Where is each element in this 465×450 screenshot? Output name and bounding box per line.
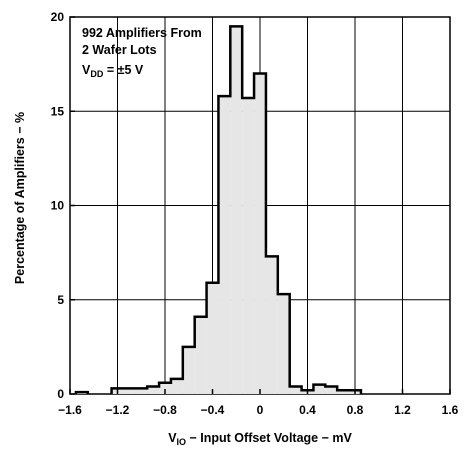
histogram-bar [206, 282, 219, 394]
histogram-bar [159, 382, 171, 394]
y-tick-label: 0 [57, 387, 64, 401]
y-tick-label: 15 [51, 104, 65, 118]
histogram-bar [218, 96, 231, 395]
axis-ticks [69, 16, 451, 395]
histogram-bar [135, 388, 148, 394]
x-tick-label: 0.8 [347, 403, 364, 417]
annotation-line-3: VDD = ±5 V [82, 63, 144, 79]
annotation-line-2: 2 Wafer Lots [82, 43, 157, 57]
y-tick-label: 5 [57, 293, 64, 307]
histogram-bar [337, 390, 350, 394]
x-tick-label: −1.6 [58, 403, 82, 417]
histogram-bar [325, 386, 338, 394]
histogram-bar [289, 386, 302, 394]
histogram-bar [170, 378, 183, 394]
y-tick-label: 20 [51, 10, 65, 24]
annotation-line-1: 992 Amplifiers From [82, 26, 202, 40]
histogram-outline [74, 25, 363, 394]
x-tick-labels: −1.6 −1.2 −0.8 −0.4 0 0.4 0.8 1.2 1.6 [58, 403, 459, 417]
histogram-bar [265, 256, 278, 394]
x-axis-title: VIO − Input Offset Voltage − mV [168, 431, 352, 447]
x-tick-label: −1.2 [106, 403, 130, 417]
y-tick-labels: 0 5 10 15 20 [51, 10, 65, 401]
x-tick-label: −0.4 [201, 403, 225, 417]
x-tick-label: 1.6 [442, 403, 459, 417]
histogram-step-line [74, 25, 363, 394]
x-tick-label: −0.8 [153, 403, 177, 417]
histogram-bar [194, 316, 207, 394]
x-tick-label: 1.2 [394, 403, 411, 417]
histogram-bar [147, 386, 160, 394]
y-tick-label: 10 [51, 199, 65, 213]
annotation-box: 992 Amplifiers From 2 Wafer Lots VDD = ±… [82, 26, 202, 79]
histogram-bars [75, 26, 361, 395]
histogram-bar [182, 346, 195, 394]
x-tick-label: 0 [257, 403, 264, 417]
y-axis-title: Percentage of Amplifiers − % [13, 112, 27, 284]
x-tick-label: 0.4 [299, 403, 316, 417]
histogram-bar [254, 73, 266, 395]
histogram-bar [123, 388, 136, 394]
histogram-bar [313, 384, 326, 394]
histogram-bar [230, 26, 243, 395]
histogram-bar [242, 98, 255, 395]
histogram-bar [277, 294, 290, 394]
